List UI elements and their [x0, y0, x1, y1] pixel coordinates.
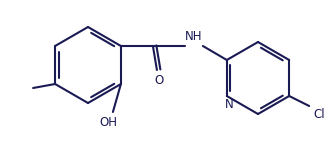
Text: N: N	[224, 97, 233, 111]
Text: OH: OH	[99, 116, 117, 128]
Text: NH: NH	[185, 29, 203, 43]
Text: O: O	[154, 74, 164, 86]
Text: Cl: Cl	[313, 107, 325, 121]
